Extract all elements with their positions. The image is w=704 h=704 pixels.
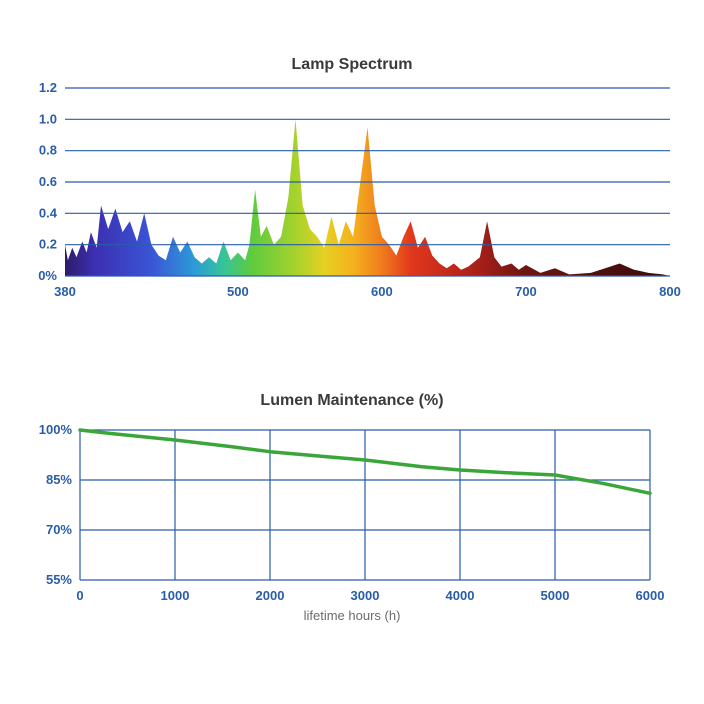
lumen-xtick: 0 bbox=[76, 588, 83, 603]
lumen-xtick: 1000 bbox=[161, 588, 190, 603]
lumen-ytick: 100% bbox=[39, 422, 73, 437]
lumen-chart: 0 1000 2000 3000 4000 5000 6000 55% 70% 85% 100% bbox=[0, 0, 704, 650]
lumen-xlabel: lifetime hours (h) bbox=[0, 608, 704, 623]
lumen-xtick: 4000 bbox=[446, 588, 475, 603]
lumen-xtick: 3000 bbox=[351, 588, 380, 603]
lumen-ytick: 70% bbox=[46, 522, 72, 537]
lumen-ytick: 55% bbox=[46, 572, 72, 587]
lumen-ytick: 85% bbox=[46, 472, 72, 487]
lumen-xtick: 5000 bbox=[541, 588, 570, 603]
lumen-xtick: 2000 bbox=[256, 588, 285, 603]
lumen-xtick: 6000 bbox=[636, 588, 665, 603]
